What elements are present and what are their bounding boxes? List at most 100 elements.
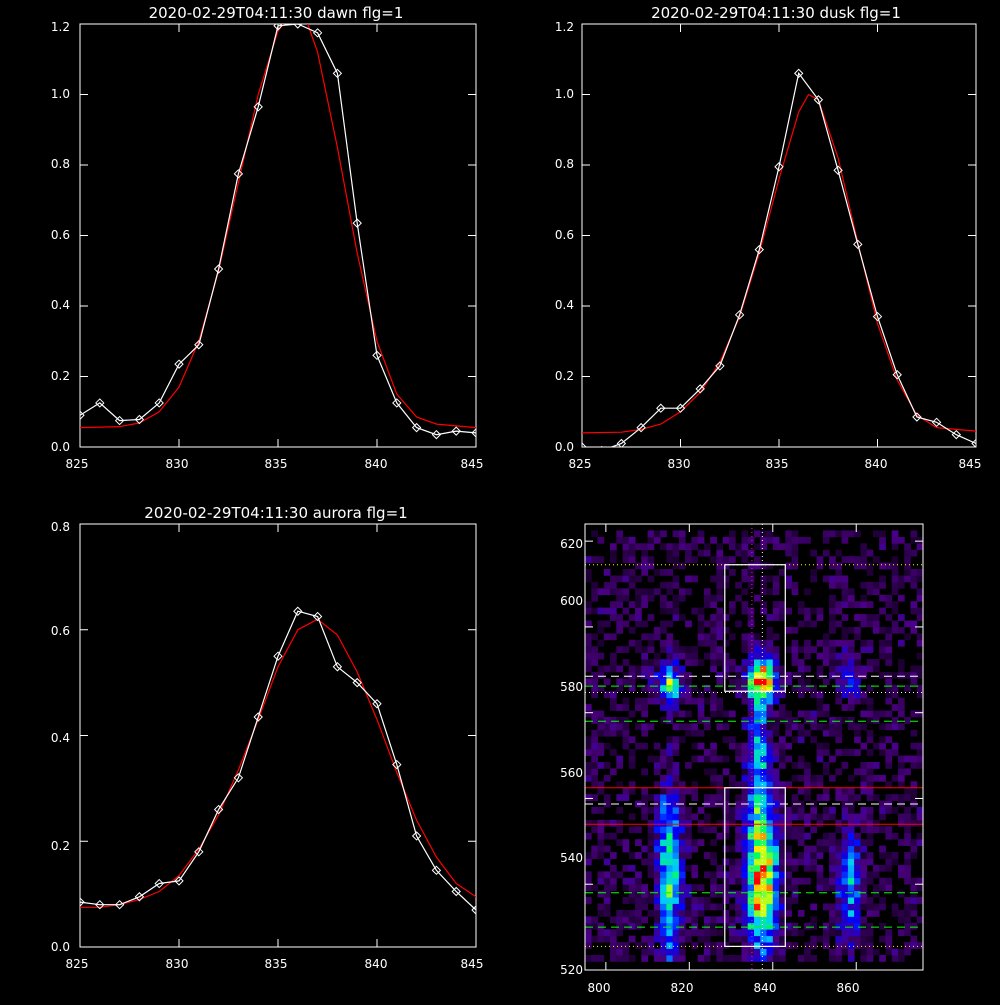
heatmap-pixel (879, 813, 886, 821)
heatmap-pixel (835, 717, 843, 724)
heatmap-pixel (797, 723, 805, 731)
heatmap-pixel (866, 717, 874, 724)
heatmap-pixel (866, 684, 874, 692)
dawn-point-5 (174, 359, 184, 369)
heatmap-pixel (866, 955, 874, 962)
heatmap-pixel (697, 742, 705, 750)
heatmap-pixel (622, 942, 630, 949)
heatmap-pixel (653, 903, 661, 911)
heatmap-pixel (622, 922, 630, 930)
heatmap-pixel (772, 755, 780, 763)
heatmap-pixel (722, 768, 730, 776)
heatmap-pixel (647, 665, 655, 673)
heatmap-pixel (685, 884, 692, 891)
heatmap-pixel (866, 562, 874, 570)
aurora-point-20 (471, 905, 476, 915)
heatmap-pixel (916, 710, 924, 718)
heatmap-pixel (716, 678, 724, 686)
heatmap-pixel (866, 646, 874, 653)
heatmap-pixel (779, 794, 786, 801)
heatmap-pixel (660, 774, 667, 782)
heatmap-pixel (760, 871, 767, 879)
heatmap-pixel (660, 890, 667, 898)
heatmap-pixel (847, 948, 855, 956)
heatmap-pixel (879, 710, 886, 718)
heatmap-pixel (841, 807, 849, 814)
heatmap-pixel (716, 884, 724, 891)
dawn-y-tick-0: 0.0 (51, 440, 70, 454)
heatmap-pixel (653, 819, 661, 827)
heatmap-pixel (760, 755, 767, 763)
heatmap-pixel (722, 536, 730, 544)
heatmap-pixel (597, 826, 605, 834)
heatmap-pixel (854, 749, 861, 756)
heatmap-pixel (735, 678, 742, 686)
heatmap-pixel (735, 684, 742, 692)
heatmap-pixel (729, 819, 736, 827)
heatmap-pixel (879, 897, 886, 904)
heatmap-pixel (760, 910, 767, 917)
heatmap-pixel (916, 916, 924, 924)
heatmap-pixel (822, 678, 830, 686)
heatmap-pixel (591, 729, 598, 737)
heatmap-pixel (898, 665, 905, 673)
heatmap-pixel (760, 723, 767, 731)
heatmap-pixel (810, 736, 817, 744)
heatmap-pixel (672, 659, 680, 666)
heatmap-pixel (785, 871, 792, 879)
heatmap-pixel (666, 717, 674, 724)
heatmap-pixel (616, 678, 623, 686)
heatmap-pixel (741, 781, 749, 789)
heatmap-pixel (672, 575, 680, 583)
heatmap-pixel (885, 762, 893, 769)
heatmap-pixel (910, 787, 918, 795)
heatmap-pixel (891, 749, 899, 756)
heatmap-pixel (835, 601, 843, 608)
heatmap-pixel (872, 864, 880, 872)
heatmap-pixel (716, 626, 724, 634)
heatmap-pixel (785, 942, 792, 949)
heatmap-pixel (860, 897, 868, 904)
heatmap-pixel (904, 929, 911, 937)
heatmap-pixel (716, 890, 724, 898)
heatmap-pixel (716, 646, 724, 653)
heatmap-pixel (835, 858, 843, 866)
heatmap-pixel (610, 614, 617, 621)
heatmap-pixel (660, 839, 667, 846)
heatmap-pixel (847, 704, 855, 711)
heatmap-pixel (647, 723, 655, 731)
heatmap-pixel (703, 942, 711, 949)
heatmap-pixel (603, 884, 611, 891)
heatmap-pixel (916, 639, 924, 647)
heatmap-pixel (791, 530, 799, 538)
heatmap-pixel (722, 819, 730, 827)
heatmap-pixel (722, 710, 730, 718)
heatmap-pixel (785, 929, 792, 937)
heatmap-pixel (585, 935, 592, 943)
heatmap-pixel (747, 768, 755, 776)
heatmap-pixel (628, 736, 636, 744)
heatmap-pixel (628, 569, 636, 576)
heatmap-pixel (735, 581, 742, 589)
heatmap-pixel (816, 845, 824, 853)
heatmap-pixel (860, 922, 868, 930)
heatmap-pixel (747, 890, 755, 898)
heatmap-pixel (841, 684, 849, 692)
heatmap-pixel (591, 794, 598, 801)
heatmap-pixel (879, 672, 886, 679)
heatmap-pixel (916, 832, 924, 840)
image-x-ticks: 800 820 840 860 (588, 981, 860, 995)
heatmap-pixel (772, 948, 780, 956)
heatmap-pixel (841, 704, 849, 711)
heatmap-pixel (754, 890, 761, 898)
heatmap-pixel (785, 884, 792, 891)
heatmap-pixel (860, 877, 868, 885)
heatmap-pixel (835, 897, 843, 904)
heatmap-pixel (660, 749, 667, 756)
heatmap-pixel (847, 626, 855, 634)
heatmap-pixel (660, 755, 667, 763)
heatmap-pixel (616, 594, 623, 602)
heatmap-pixel (591, 581, 598, 589)
heatmap-pixel (616, 704, 623, 711)
heatmap-pixel (866, 794, 874, 801)
